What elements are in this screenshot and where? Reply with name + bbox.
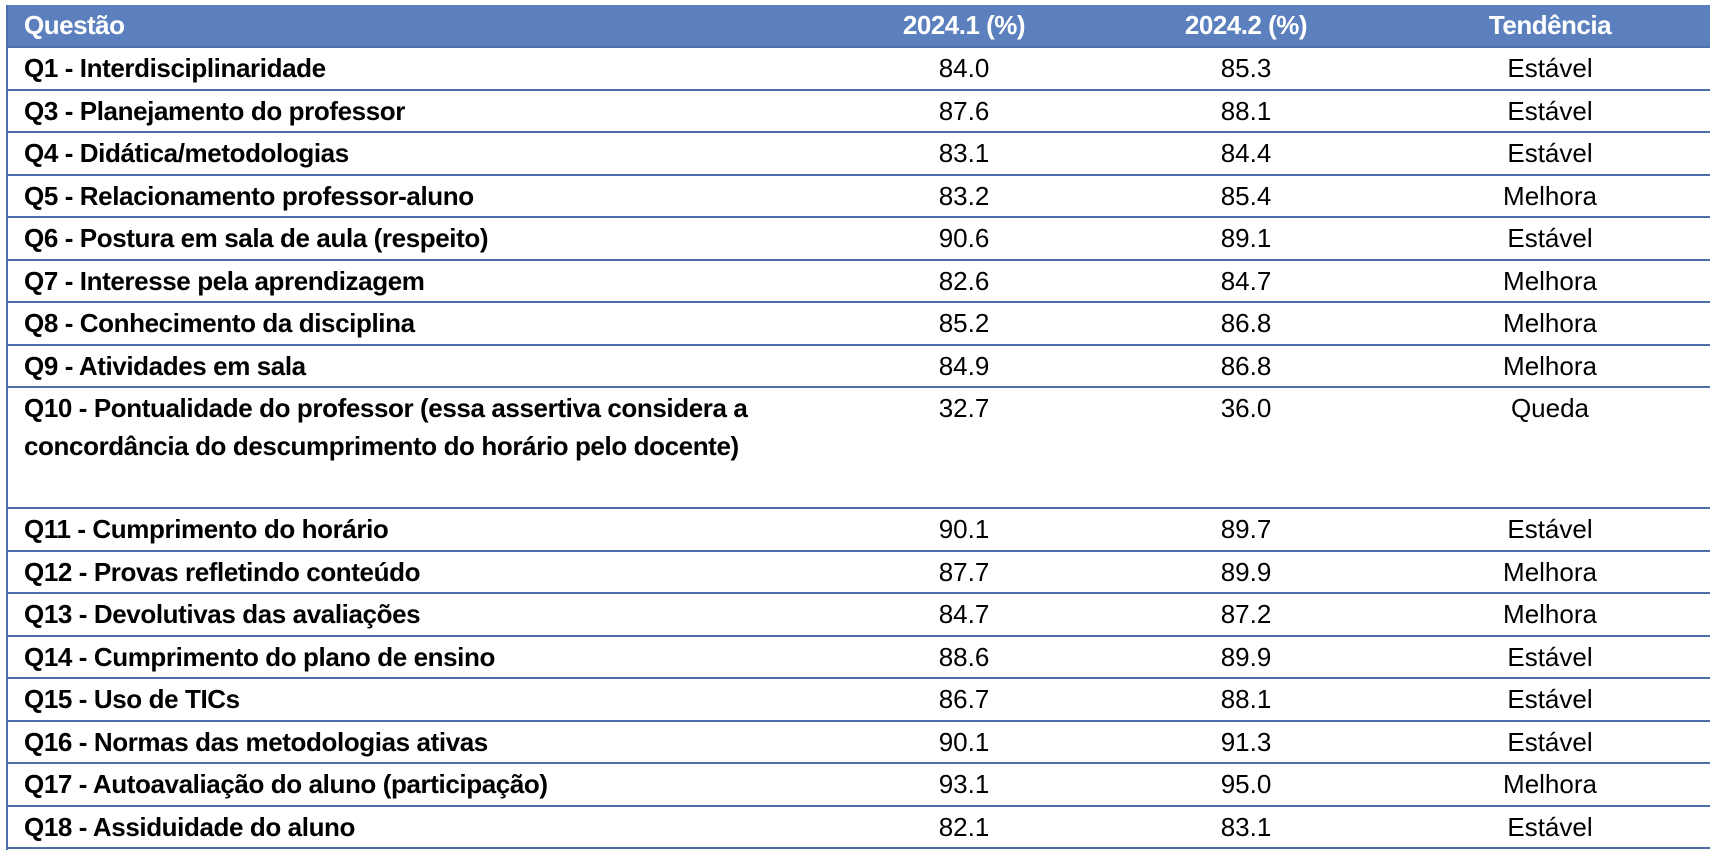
question-cell: Q16 - Normas das metodologias ativas [6,720,826,764]
trend-cell: Estável [1390,635,1710,679]
trend-cell: Melhora [1390,763,1710,807]
value-2024-1-cell: 82.6 [826,259,1102,303]
question-cell: Q5 - Relacionamento professor-aluno [6,174,826,218]
table-row: Q6 - Postura em sala de aula (respeito) … [6,217,1710,261]
table-row: Q4 - Didática/metodologias 83.1 84.4 Est… [6,132,1710,176]
value-2024-2-cell: 84.4 [1102,132,1390,176]
value-2024-2-cell: 85.4 [1102,174,1390,218]
trend-cell: Melhora [1390,302,1710,346]
table-row: Q17 - Autoavaliação do aluno (participaç… [6,763,1710,807]
column-header-2024-1: 2024.1 (%) [826,5,1102,48]
trend-cell: Estável [1390,720,1710,764]
results-table-container: Questão 2024.1 (%) 2024.2 (%) Tendência … [6,5,1710,849]
table-row: Q10 - Pontualidade do professor (essa as… [6,387,1710,509]
value-2024-1-cell: 90.6 [826,217,1102,261]
value-2024-1-cell: 83.1 [826,132,1102,176]
question-cell: Q1 - Interdisciplinaridade [6,47,826,91]
value-2024-2-cell: 89.9 [1102,635,1390,679]
question-cell: Q14 - Cumprimento do plano de ensino [6,635,826,679]
value-2024-1-cell: 87.6 [826,89,1102,133]
table-row: Q13 - Devolutivas das avaliações 84.7 87… [6,593,1710,637]
table-row: Q5 - Relacionamento professor-aluno 83.2… [6,174,1710,218]
value-2024-1-cell: 82.1 [826,805,1102,849]
table-row: Q14 - Cumprimento do plano de ensino 88.… [6,635,1710,679]
value-2024-1-cell: 86.7 [826,678,1102,722]
value-2024-2-cell: 89.7 [1102,508,1390,552]
trend-cell: Melhora [1390,593,1710,637]
question-cell: Q13 - Devolutivas das avaliações [6,593,826,637]
value-2024-1-cell: 87.7 [826,550,1102,594]
value-2024-1-cell: 90.1 [826,508,1102,552]
table-row: Q3 - Planejamento do professor 87.6 88.1… [6,89,1710,133]
value-2024-1-cell: 88.6 [826,635,1102,679]
results-table: Questão 2024.1 (%) 2024.2 (%) Tendência … [6,5,1710,849]
trend-cell: Estável [1390,678,1710,722]
value-2024-1-cell: 85.2 [826,302,1102,346]
question-cell: Q7 - Interesse pela aprendizagem [6,259,826,303]
header-row: Questão 2024.1 (%) 2024.2 (%) Tendência [6,5,1710,48]
question-cell: Q18 - Assiduidade do aluno [6,805,826,849]
value-2024-1-cell: 32.7 [826,387,1102,509]
question-cell: Q4 - Didática/metodologias [6,132,826,176]
table-row: Q1 - Interdisciplinaridade 84.0 85.3 Est… [6,47,1710,91]
table-body: Q1 - Interdisciplinaridade 84.0 85.3 Est… [6,47,1710,849]
value-2024-2-cell: 84.7 [1102,259,1390,303]
trend-cell: Melhora [1390,259,1710,303]
value-2024-1-cell: 83.2 [826,174,1102,218]
question-cell: Q6 - Postura em sala de aula (respeito) [6,217,826,261]
value-2024-2-cell: 87.2 [1102,593,1390,637]
value-2024-2-cell: 85.3 [1102,47,1390,91]
value-2024-2-cell: 36.0 [1102,387,1390,509]
value-2024-2-cell: 86.8 [1102,302,1390,346]
table-header: Questão 2024.1 (%) 2024.2 (%) Tendência [6,5,1710,48]
column-header-question: Questão [6,5,826,48]
question-cell: Q15 - Uso de TICs [6,678,826,722]
question-cell: Q9 - Atividades em sala [6,344,826,388]
trend-cell: Estável [1390,508,1710,552]
value-2024-2-cell: 89.1 [1102,217,1390,261]
question-cell: Q10 - Pontualidade do professor (essa as… [6,387,826,509]
value-2024-2-cell: 89.9 [1102,550,1390,594]
value-2024-1-cell: 93.1 [826,763,1102,807]
column-header-trend: Tendência [1390,5,1710,48]
trend-cell: Melhora [1390,550,1710,594]
table-row: Q16 - Normas das metodologias ativas 90.… [6,720,1710,764]
trend-cell: Melhora [1390,174,1710,218]
value-2024-2-cell: 88.1 [1102,678,1390,722]
trend-cell: Estável [1390,89,1710,133]
question-cell: Q3 - Planejamento do professor [6,89,826,133]
table-row: Q11 - Cumprimento do horário 90.1 89.7 E… [6,508,1710,552]
question-cell: Q17 - Autoavaliação do aluno (participaç… [6,763,826,807]
table-row: Q18 - Assiduidade do aluno 82.1 83.1 Est… [6,805,1710,849]
value-2024-2-cell: 88.1 [1102,89,1390,133]
value-2024-1-cell: 84.0 [826,47,1102,91]
value-2024-1-cell: 84.9 [826,344,1102,388]
value-2024-2-cell: 95.0 [1102,763,1390,807]
question-cell: Q12 - Provas refletindo conteúdo [6,550,826,594]
trend-cell: Melhora [1390,344,1710,388]
value-2024-2-cell: 86.8 [1102,344,1390,388]
table-row: Q8 - Conhecimento da disciplina 85.2 86.… [6,302,1710,346]
trend-cell: Estável [1390,805,1710,849]
trend-cell: Estável [1390,132,1710,176]
table-row: Q12 - Provas refletindo conteúdo 87.7 89… [6,550,1710,594]
trend-cell: Estável [1390,217,1710,261]
question-cell: Q8 - Conhecimento da disciplina [6,302,826,346]
trend-cell: Estável [1390,47,1710,91]
trend-cell: Queda [1390,387,1710,509]
column-header-2024-2: 2024.2 (%) [1102,5,1390,48]
value-2024-2-cell: 91.3 [1102,720,1390,764]
value-2024-1-cell: 90.1 [826,720,1102,764]
question-cell: Q11 - Cumprimento do horário [6,508,826,552]
table-row: Q9 - Atividades em sala 84.9 86.8 Melhor… [6,344,1710,388]
value-2024-2-cell: 83.1 [1102,805,1390,849]
table-row: Q15 - Uso de TICs 86.7 88.1 Estável [6,678,1710,722]
value-2024-1-cell: 84.7 [826,593,1102,637]
table-row: Q7 - Interesse pela aprendizagem 82.6 84… [6,259,1710,303]
